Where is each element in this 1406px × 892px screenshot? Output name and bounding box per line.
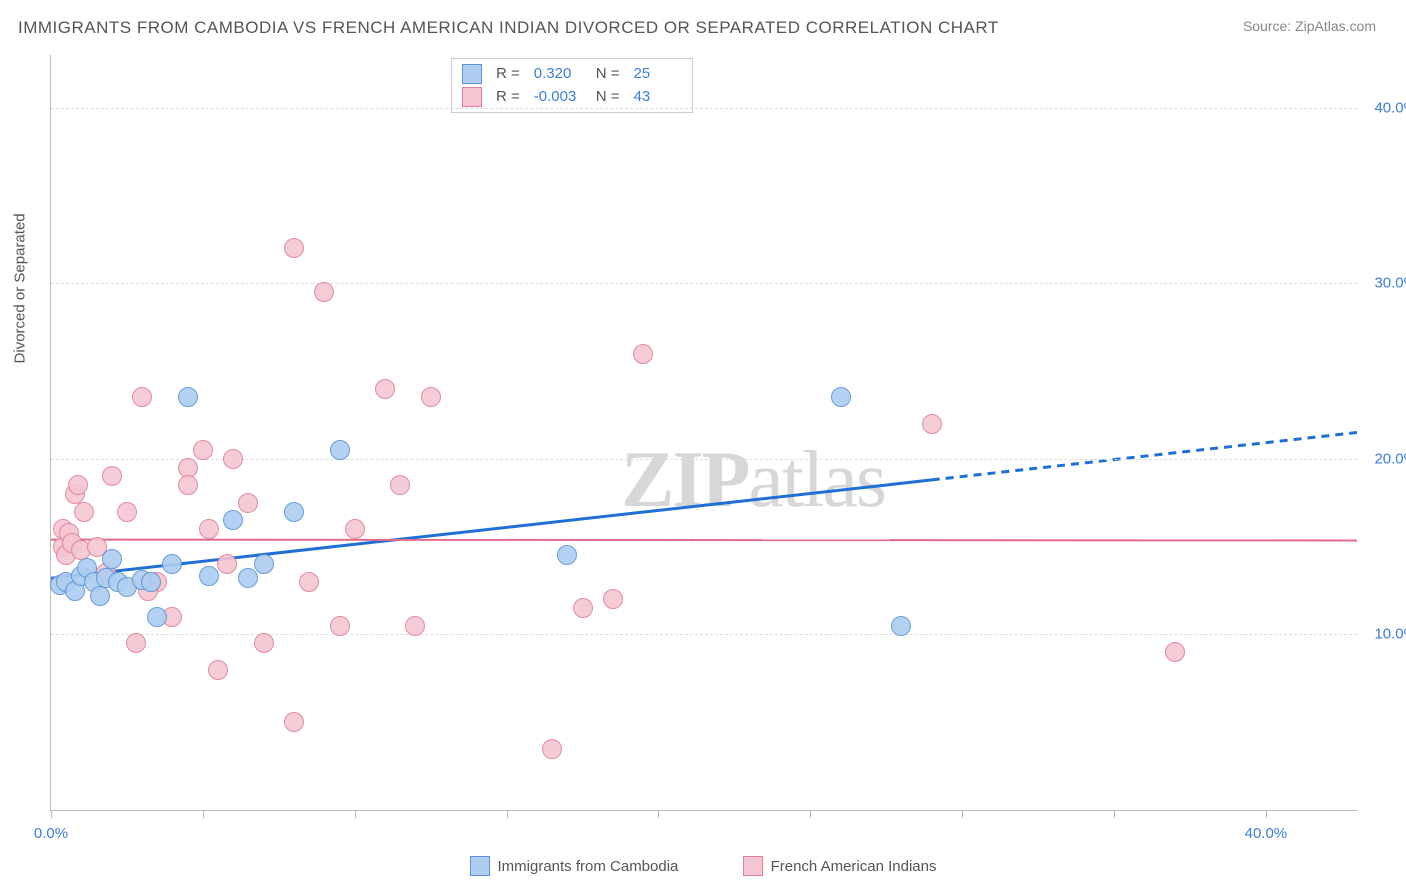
- data-point: [284, 238, 304, 258]
- data-point: [162, 554, 182, 574]
- gridline: [51, 459, 1357, 460]
- data-point: [141, 572, 161, 592]
- data-point: [223, 510, 243, 530]
- data-point: [405, 616, 425, 636]
- plot-area: ZIPatlas R = 0.320 N = 25 R = -0.003 N =…: [50, 55, 1357, 811]
- y-tick-label: 10.0%: [1374, 626, 1406, 643]
- r-value: -0.003: [534, 86, 582, 109]
- data-point: [254, 633, 274, 653]
- r-label: R =: [496, 63, 520, 86]
- data-point: [102, 466, 122, 486]
- data-point: [147, 607, 167, 627]
- x-tick-label: 40.0%: [1245, 825, 1288, 842]
- legend-label: French American Indians: [771, 858, 937, 875]
- data-point: [314, 282, 334, 302]
- data-point: [421, 387, 441, 407]
- stats-row-1: R = 0.320 N = 25: [462, 63, 682, 86]
- data-point: [345, 519, 365, 539]
- data-point: [284, 712, 304, 732]
- gridline: [51, 108, 1357, 109]
- data-point: [542, 739, 562, 759]
- data-point: [390, 475, 410, 495]
- x-tick: [507, 810, 508, 818]
- y-tick-label: 30.0%: [1374, 275, 1406, 292]
- x-tick: [962, 810, 963, 818]
- x-tick: [810, 810, 811, 818]
- x-tick: [1114, 810, 1115, 818]
- stats-box: R = 0.320 N = 25 R = -0.003 N = 43: [451, 58, 693, 113]
- watermark: ZIPatlas: [621, 435, 885, 526]
- y-tick-label: 40.0%: [1374, 99, 1406, 116]
- chart-title: IMMIGRANTS FROM CAMBODIA VS FRENCH AMERI…: [18, 18, 999, 38]
- legend-label: Immigrants from Cambodia: [498, 858, 679, 875]
- data-point: [238, 568, 258, 588]
- x-tick: [203, 810, 204, 818]
- data-point: [1165, 642, 1185, 662]
- trend-lines: [51, 55, 1357, 810]
- y-axis-label: Divorced or Separated: [12, 213, 29, 363]
- x-tick: [1266, 810, 1267, 818]
- data-point: [223, 449, 243, 469]
- n-value: 25: [634, 63, 682, 86]
- legend-item-2: French American Indians: [743, 856, 937, 876]
- source-label: Source: ZipAtlas.com: [1243, 18, 1376, 34]
- data-point: [90, 586, 110, 606]
- swatch-pink: [462, 87, 482, 107]
- r-value: 0.320: [534, 63, 582, 86]
- r-label: R =: [496, 86, 520, 109]
- data-point: [68, 475, 88, 495]
- swatch-blue: [462, 64, 482, 84]
- data-point: [199, 519, 219, 539]
- data-point: [922, 414, 942, 434]
- data-point: [217, 554, 237, 574]
- n-value: 43: [634, 86, 682, 109]
- data-point: [633, 344, 653, 364]
- watermark-prefix: ZIP: [621, 436, 748, 524]
- gridline: [51, 283, 1357, 284]
- data-point: [132, 387, 152, 407]
- data-point: [330, 440, 350, 460]
- chart-container: IMMIGRANTS FROM CAMBODIA VS FRENCH AMERI…: [0, 0, 1406, 892]
- data-point: [178, 475, 198, 495]
- data-point: [74, 502, 94, 522]
- data-point: [208, 660, 228, 680]
- stats-row-2: R = -0.003 N = 43: [462, 86, 682, 109]
- x-tick-label: 0.0%: [34, 825, 68, 842]
- data-point: [193, 440, 213, 460]
- data-point: [557, 545, 577, 565]
- swatch-pink: [743, 856, 763, 876]
- x-tick: [51, 810, 52, 818]
- x-tick: [658, 810, 659, 818]
- data-point: [178, 387, 198, 407]
- data-point: [330, 616, 350, 636]
- data-point: [117, 502, 137, 522]
- data-point: [603, 589, 623, 609]
- data-point: [102, 549, 122, 569]
- swatch-blue: [470, 856, 490, 876]
- data-point: [238, 493, 258, 513]
- data-point: [891, 616, 911, 636]
- n-label: N =: [596, 63, 620, 86]
- gridline: [51, 634, 1357, 635]
- x-tick: [355, 810, 356, 818]
- data-point: [126, 633, 146, 653]
- data-point: [831, 387, 851, 407]
- data-point: [573, 598, 593, 618]
- data-point: [375, 379, 395, 399]
- n-label: N =: [596, 86, 620, 109]
- data-point: [284, 502, 304, 522]
- watermark-suffix: atlas: [748, 436, 885, 524]
- data-point: [299, 572, 319, 592]
- legend-item-1: Immigrants from Cambodia: [470, 856, 679, 876]
- bottom-legend: Immigrants from Cambodia French American…: [0, 856, 1406, 880]
- data-point: [199, 566, 219, 586]
- data-point: [254, 554, 274, 574]
- y-tick-label: 20.0%: [1374, 450, 1406, 467]
